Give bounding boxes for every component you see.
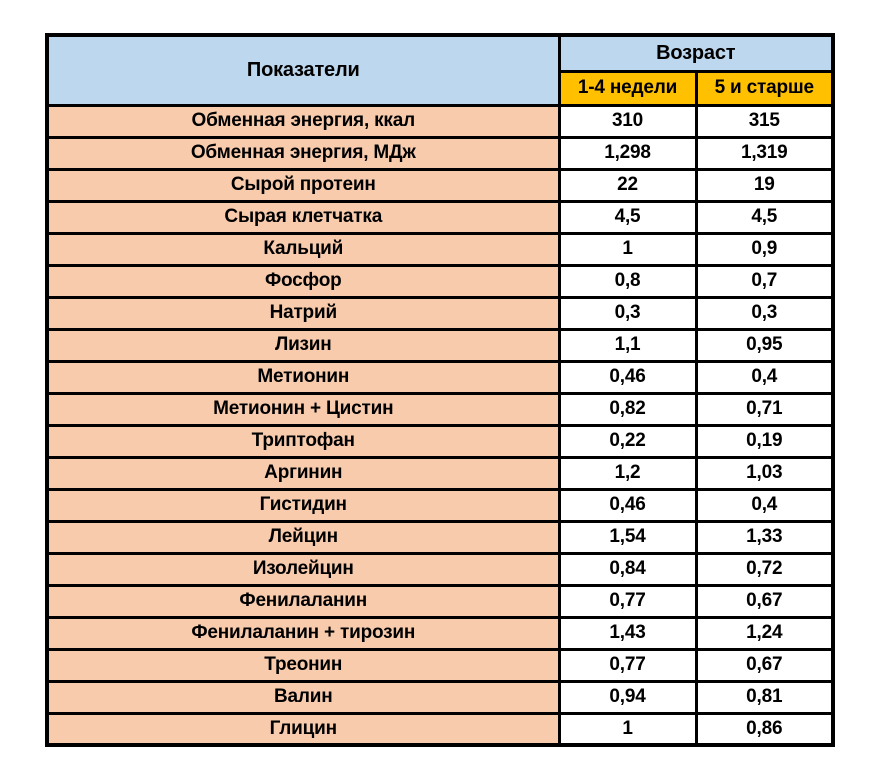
- table-header: Показатели Возраст 1-4 недели 5 и старше: [45, 33, 835, 107]
- row-value-weeks-5-plus: 0,81: [694, 679, 835, 715]
- nutrition-table-container: Показатели Возраст 1-4 недели 5 и старше…: [45, 33, 835, 747]
- row-value-weeks-5-plus: 0,9: [694, 231, 835, 267]
- row-value-weeks-1-4: 22: [557, 167, 698, 203]
- row-label: Треонин: [45, 647, 561, 683]
- row-value-weeks-1-4: 0,77: [557, 583, 698, 619]
- table-row: Обменная энергия, МДж 1,298 1,319: [45, 135, 835, 171]
- row-label: Лизин: [45, 327, 561, 363]
- table-row: Обменная энергия, ккал 310 315: [45, 103, 835, 139]
- row-value-weeks-1-4: 0,82: [557, 391, 698, 427]
- table-row: Лейцин 1,54 1,33: [45, 519, 835, 555]
- table-row: Фенилаланин 0,77 0,67: [45, 583, 835, 619]
- header-row-top: Показатели Возраст: [45, 33, 835, 107]
- column-header-age-1-4-weeks: 1-4 недели: [557, 69, 698, 107]
- row-value-weeks-5-plus: 0,4: [694, 487, 835, 523]
- row-label: Гистидин: [45, 487, 561, 523]
- table-row: Метионин + Цистин 0,82 0,71: [45, 391, 835, 427]
- row-label: Натрий: [45, 295, 561, 331]
- row-label: Валин: [45, 679, 561, 715]
- row-value-weeks-5-plus: 0,71: [694, 391, 835, 427]
- table-row: Кальций 1 0,9: [45, 231, 835, 267]
- table-row: Треонин 0,77 0,67: [45, 647, 835, 683]
- table-row: Сырой протеин 22 19: [45, 167, 835, 203]
- column-header-indicators: Показатели: [45, 33, 561, 107]
- row-value-weeks-5-plus: 0,67: [694, 647, 835, 683]
- row-value-weeks-1-4: 0,46: [557, 487, 698, 523]
- row-value-weeks-5-plus: 0,86: [694, 711, 835, 747]
- header-row-sub: 1-4 недели 5 и старше: [47, 69, 835, 107]
- row-label: Глицин: [45, 711, 561, 747]
- row-value-weeks-1-4: 1: [557, 711, 698, 747]
- table-body: Обменная энергия, ккал 310 315 Обменная …: [45, 103, 835, 747]
- column-group-header-age: Возраст: [557, 33, 835, 73]
- row-label: Триптофан: [45, 423, 561, 459]
- table-row: Аргинин 1,2 1,03: [45, 455, 835, 491]
- table-row: Глицин 1 0,86: [45, 711, 835, 747]
- table-row: Валин 0,94 0,81: [45, 679, 835, 715]
- column-header-age-5-and-older: 5 и старше: [694, 69, 835, 107]
- row-label: Метионин + Цистин: [45, 391, 561, 427]
- row-label: Фенилаланин + тирозин: [45, 615, 561, 651]
- row-value-weeks-5-plus: 1,319: [694, 135, 835, 171]
- row-value-weeks-1-4: 0,94: [557, 679, 698, 715]
- row-label: Обменная энергия, ккал: [45, 103, 561, 139]
- row-label: Фосфор: [45, 263, 561, 299]
- row-value-weeks-5-plus: 1,03: [694, 455, 835, 491]
- row-value-weeks-5-plus: 0,95: [694, 327, 835, 363]
- row-label: Изолейцин: [45, 551, 561, 587]
- table-row: Триптофан 0,22 0,19: [45, 423, 835, 459]
- row-value-weeks-5-plus: 0,7: [694, 263, 835, 299]
- table-row: Фенилаланин + тирозин 1,43 1,24: [45, 615, 835, 651]
- nutrition-table: Показатели Возраст 1-4 недели 5 и старше…: [45, 33, 835, 747]
- row-value-weeks-1-4: 0,8: [557, 263, 698, 299]
- row-value-weeks-5-plus: 1,33: [694, 519, 835, 555]
- row-value-weeks-1-4: 0,22: [557, 423, 698, 459]
- table-row: Лизин 1,1 0,95: [45, 327, 835, 363]
- row-label: Сырой протеин: [45, 167, 561, 203]
- row-value-weeks-5-plus: 315: [694, 103, 835, 139]
- row-value-weeks-5-plus: 0,19: [694, 423, 835, 459]
- row-value-weeks-1-4: 1,1: [557, 327, 698, 363]
- row-label: Лейцин: [45, 519, 561, 555]
- row-value-weeks-1-4: 1: [557, 231, 698, 267]
- row-value-weeks-1-4: 0,84: [557, 551, 698, 587]
- table-row: Изолейцин 0,84 0,72: [45, 551, 835, 587]
- row-value-weeks-5-plus: 4,5: [694, 199, 835, 235]
- row-value-weeks-1-4: 4,5: [557, 199, 698, 235]
- row-value-weeks-5-plus: 19: [694, 167, 835, 203]
- row-label: Обменная энергия, МДж: [45, 135, 561, 171]
- row-label: Кальций: [45, 231, 561, 267]
- row-value-weeks-1-4: 0,46: [557, 359, 698, 395]
- row-value-weeks-5-plus: 0,72: [694, 551, 835, 587]
- row-value-weeks-1-4: 1,54: [557, 519, 698, 555]
- row-value-weeks-5-plus: 0,4: [694, 359, 835, 395]
- row-value-weeks-1-4: 0,77: [557, 647, 698, 683]
- table-row: Сырая клетчатка 4,5 4,5: [45, 199, 835, 235]
- row-value-weeks-5-plus: 1,24: [694, 615, 835, 651]
- row-value-weeks-1-4: 1,298: [557, 135, 698, 171]
- row-value-weeks-1-4: 1,2: [557, 455, 698, 491]
- table-row: Гистидин 0,46 0,4: [45, 487, 835, 523]
- row-value-weeks-5-plus: 0,3: [694, 295, 835, 331]
- table-row: Натрий 0,3 0,3: [45, 295, 835, 331]
- row-label: Метионин: [45, 359, 561, 395]
- row-value-weeks-1-4: 0,3: [557, 295, 698, 331]
- row-label: Аргинин: [45, 455, 561, 491]
- row-label: Сырая клетчатка: [45, 199, 561, 235]
- row-value-weeks-1-4: 310: [557, 103, 698, 139]
- row-value-weeks-5-plus: 0,67: [694, 583, 835, 619]
- row-label: Фенилаланин: [45, 583, 561, 619]
- table-row: Метионин 0,46 0,4: [45, 359, 835, 395]
- table-row: Фосфор 0,8 0,7: [45, 263, 835, 299]
- row-value-weeks-1-4: 1,43: [557, 615, 698, 651]
